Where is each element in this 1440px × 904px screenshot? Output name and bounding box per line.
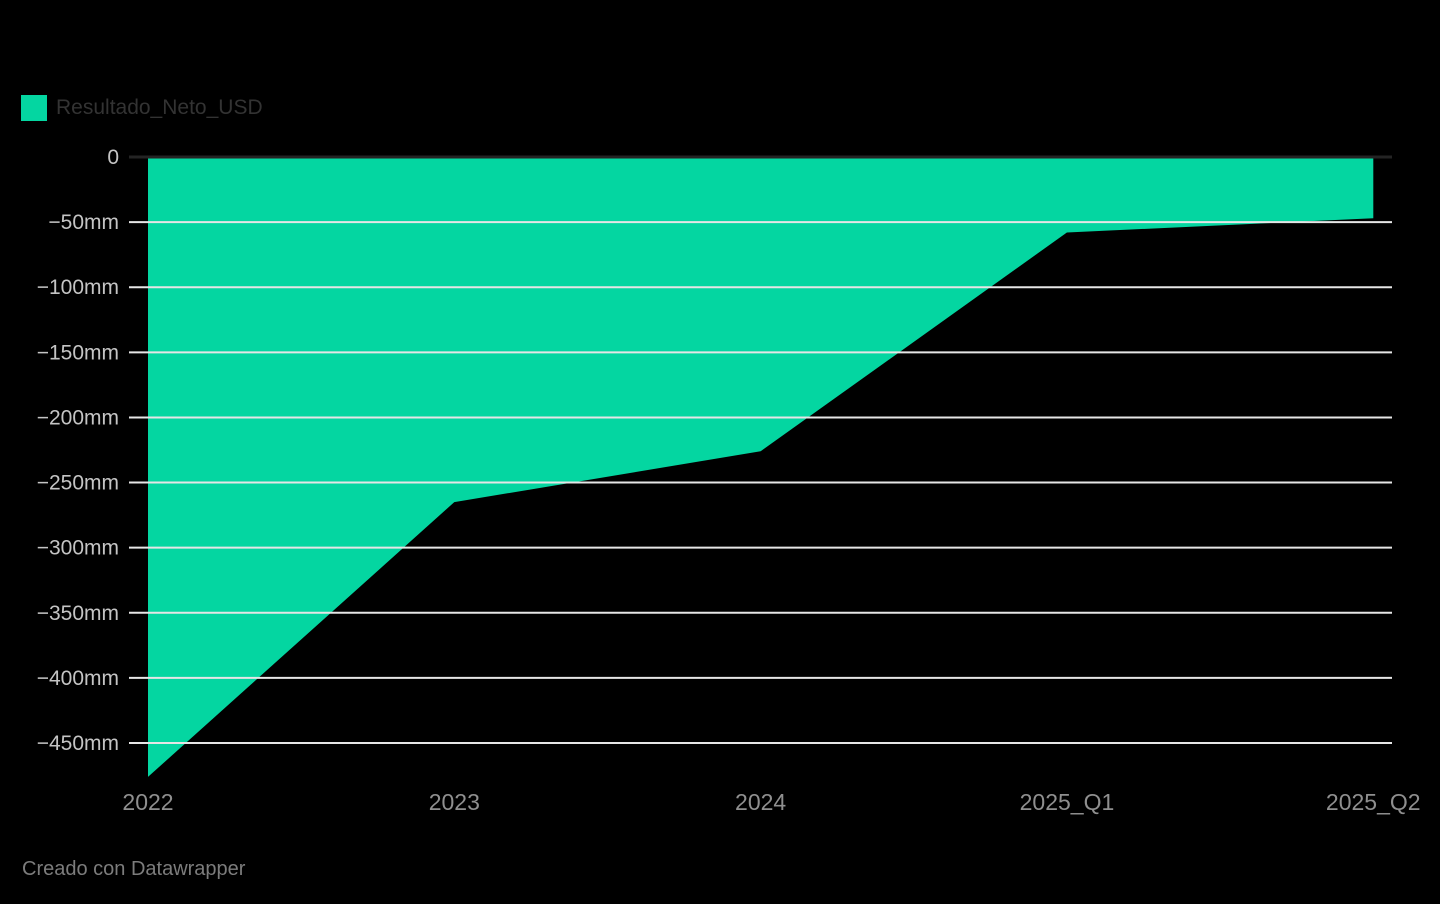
y-tick-label: 0	[107, 146, 119, 169]
y-tick-label: −400mm	[37, 667, 119, 690]
y-tick-label: −100mm	[37, 276, 119, 299]
x-tick-label: 2024	[735, 789, 786, 815]
y-tick-label: −50mm	[48, 211, 119, 234]
legend-swatch-icon	[21, 95, 47, 121]
y-tick-label: −300mm	[37, 537, 119, 560]
y-tick-label: −150mm	[37, 341, 119, 364]
legend: Resultado_Neto_USD	[21, 95, 263, 121]
y-tick-label: −200mm	[37, 406, 119, 429]
area-shape	[148, 157, 1374, 777]
y-tick-label: −450mm	[37, 732, 119, 755]
x-tick-label: 2025_Q1	[1020, 789, 1115, 815]
legend-label: Resultado_Neto_USD	[56, 96, 263, 119]
y-tick-label: −350mm	[37, 602, 119, 625]
x-tick-label: 2023	[429, 789, 480, 815]
x-tick-label: 2022	[122, 789, 173, 815]
attribution-text: Creado con Datawrapper	[22, 858, 246, 880]
x-tick-label: 2025_Q2	[1326, 789, 1421, 815]
y-tick-label: −250mm	[37, 472, 119, 495]
